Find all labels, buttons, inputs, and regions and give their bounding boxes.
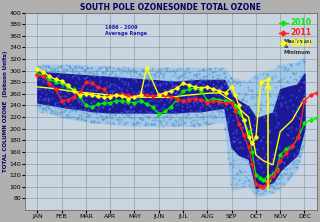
Legend: 2010, 2011, 2012: 2010, 2011, 2012 (276, 16, 314, 50)
Title: SOUTH POLE OZONESONDE TOTAL OZONE: SOUTH POLE OZONESONDE TOTAL OZONE (80, 3, 261, 12)
Text: Maximum
&
Minimum: Maximum & Minimum (284, 39, 312, 55)
Y-axis label: TOTAL COLUMN OZONE  (Dobson Units): TOTAL COLUMN OZONE (Dobson Units) (3, 51, 8, 172)
Text: 1986 - 2009
Average Range: 1986 - 2009 Average Range (105, 25, 147, 36)
